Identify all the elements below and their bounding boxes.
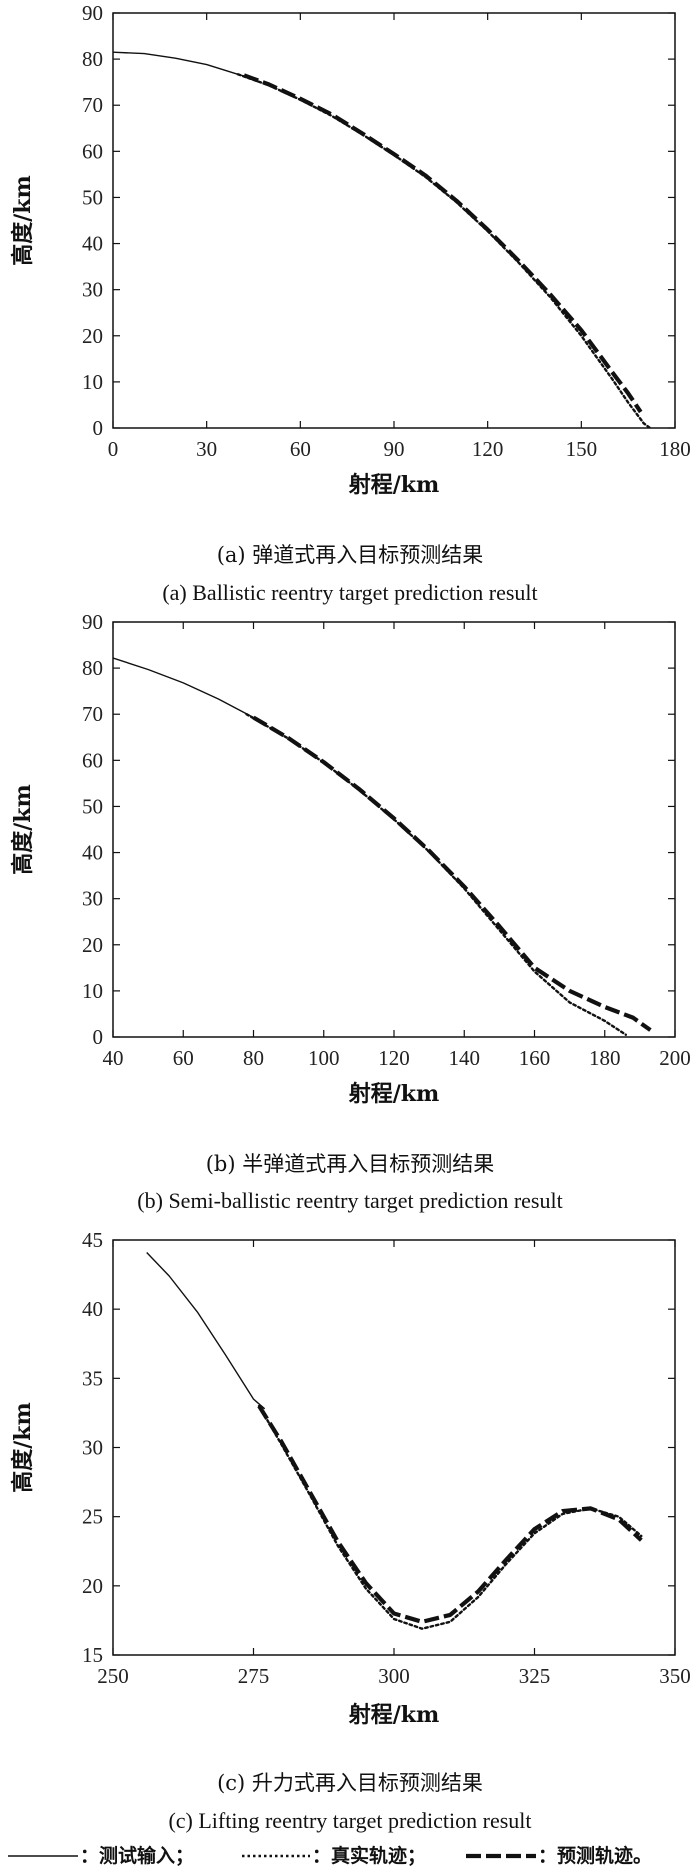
x-tick-label: 60 <box>290 437 311 461</box>
y-tick-label: 80 <box>82 656 103 680</box>
x-axis-label: 射程/km <box>348 1081 440 1107</box>
y-axis-label: 高度/km <box>10 784 36 875</box>
x-tick-label: 250 <box>97 1664 129 1688</box>
series-line-dashed <box>252 715 652 1032</box>
y-tick-label: 20 <box>82 1574 103 1598</box>
y-axis-label: 高度/km <box>10 175 36 266</box>
y-tick-label: 30 <box>82 278 103 302</box>
y-tick-label: 20 <box>82 324 103 348</box>
caption-cn: (b) 半弹道式再入目标预测结果 <box>206 1152 495 1176</box>
legend: ：测试输入； ：真实轨迹； ：预测轨迹。 <box>8 1844 652 1867</box>
series-line-dotted <box>236 73 652 428</box>
y-tick-label: 80 <box>82 47 103 71</box>
y-axis-label: 高度/km <box>10 1402 36 1493</box>
y-tick-label: 0 <box>93 1025 104 1049</box>
y-tick-label: 90 <box>82 610 103 634</box>
x-tick-label: 300 <box>378 1664 410 1688</box>
caption-cn: (c) 升力式再入目标预测结果 <box>217 1771 483 1795</box>
y-tick-label: 40 <box>82 232 103 256</box>
x-tick-label: 325 <box>519 1664 551 1688</box>
x-axis-label: 射程/km <box>348 472 440 498</box>
x-tick-label: 140 <box>449 1046 481 1070</box>
series-line-dashed <box>257 1404 643 1624</box>
plot-frame <box>112 1239 676 1656</box>
plot-frame <box>112 621 676 1038</box>
y-tick-label: 10 <box>82 979 103 1003</box>
chart-panel-c: 250 275 300 325 350 15 20 25 30 35 40 45 射程/km 高度/km (… <box>10 1228 691 1833</box>
chart-panel-b: 40 60 80 100 120 140 160 180 200 0 10 20 30 40 50 60 70 8… <box>10 610 691 1213</box>
y-tick-label: 70 <box>82 93 103 117</box>
x-tick-label: 30 <box>196 437 217 461</box>
series-line-dotted <box>257 1404 643 1630</box>
caption-en: (a) Ballistic reentry target prediction … <box>162 580 537 605</box>
series-line-dashed <box>243 73 643 414</box>
x-tick-label: 0 <box>108 437 119 461</box>
plot-frame <box>112 12 676 429</box>
series-line-solid <box>113 657 254 719</box>
y-tick-label: 70 <box>82 702 103 726</box>
x-tick-label: 60 <box>173 1046 194 1070</box>
y-tick-label: 35 <box>82 1366 103 1390</box>
x-tick-label: 160 <box>519 1046 551 1070</box>
x-tick-label: 100 <box>308 1046 340 1070</box>
legend-label: ：预测轨迹。 <box>538 1844 652 1867</box>
y-tick-label: 20 <box>82 933 103 957</box>
series-line-solid <box>113 51 254 80</box>
x-tick-label: 180 <box>589 1046 621 1070</box>
y-tick-label: 50 <box>82 794 103 818</box>
y-tick-label: 30 <box>82 887 103 911</box>
y-tick-label: 15 <box>82 1643 103 1667</box>
y-tick-label: 10 <box>82 370 103 394</box>
x-tick-label: 350 <box>659 1664 691 1688</box>
y-tick-label: 60 <box>82 139 103 163</box>
x-tick-label: 150 <box>566 437 598 461</box>
legend-label: ：测试输入； <box>80 1844 194 1867</box>
x-tick-label: 90 <box>384 437 405 461</box>
legend-label: ：真实轨迹； <box>312 1844 426 1867</box>
caption-en: (b) Semi-ballistic reentry target predic… <box>137 1188 562 1213</box>
x-tick-label: 80 <box>243 1046 264 1070</box>
y-tick-label: 60 <box>82 748 103 772</box>
caption-en: (c) Lifting reentry target prediction re… <box>168 1808 531 1833</box>
x-tick-label: 120 <box>378 1046 410 1070</box>
chart-panel-a: 0 30 60 90 120 150 180 0 10 20 30 40 50 60 70 80 90 射程/km… <box>10 1 691 605</box>
y-tick-label: 0 <box>93 416 104 440</box>
x-tick-label: 120 <box>472 437 504 461</box>
y-tick-label: 45 <box>82 1228 103 1252</box>
y-tick-label: 40 <box>82 1297 103 1321</box>
series-line-solid <box>146 1252 266 1410</box>
y-tick-label: 90 <box>82 1 103 25</box>
x-axis-label: 射程/km <box>348 1702 440 1728</box>
caption-cn: (a) 弹道式再入目标预测结果 <box>217 543 484 567</box>
y-tick-label: 30 <box>82 1436 103 1460</box>
series-line-dotted <box>245 713 627 1036</box>
y-tick-label: 50 <box>82 185 103 209</box>
x-tick-label: 200 <box>659 1046 691 1070</box>
x-tick-label: 180 <box>659 437 691 461</box>
y-tick-label: 40 <box>82 841 103 865</box>
x-tick-label: 275 <box>238 1664 270 1688</box>
y-tick-label: 25 <box>82 1505 103 1529</box>
x-tick-label: 40 <box>103 1046 124 1070</box>
